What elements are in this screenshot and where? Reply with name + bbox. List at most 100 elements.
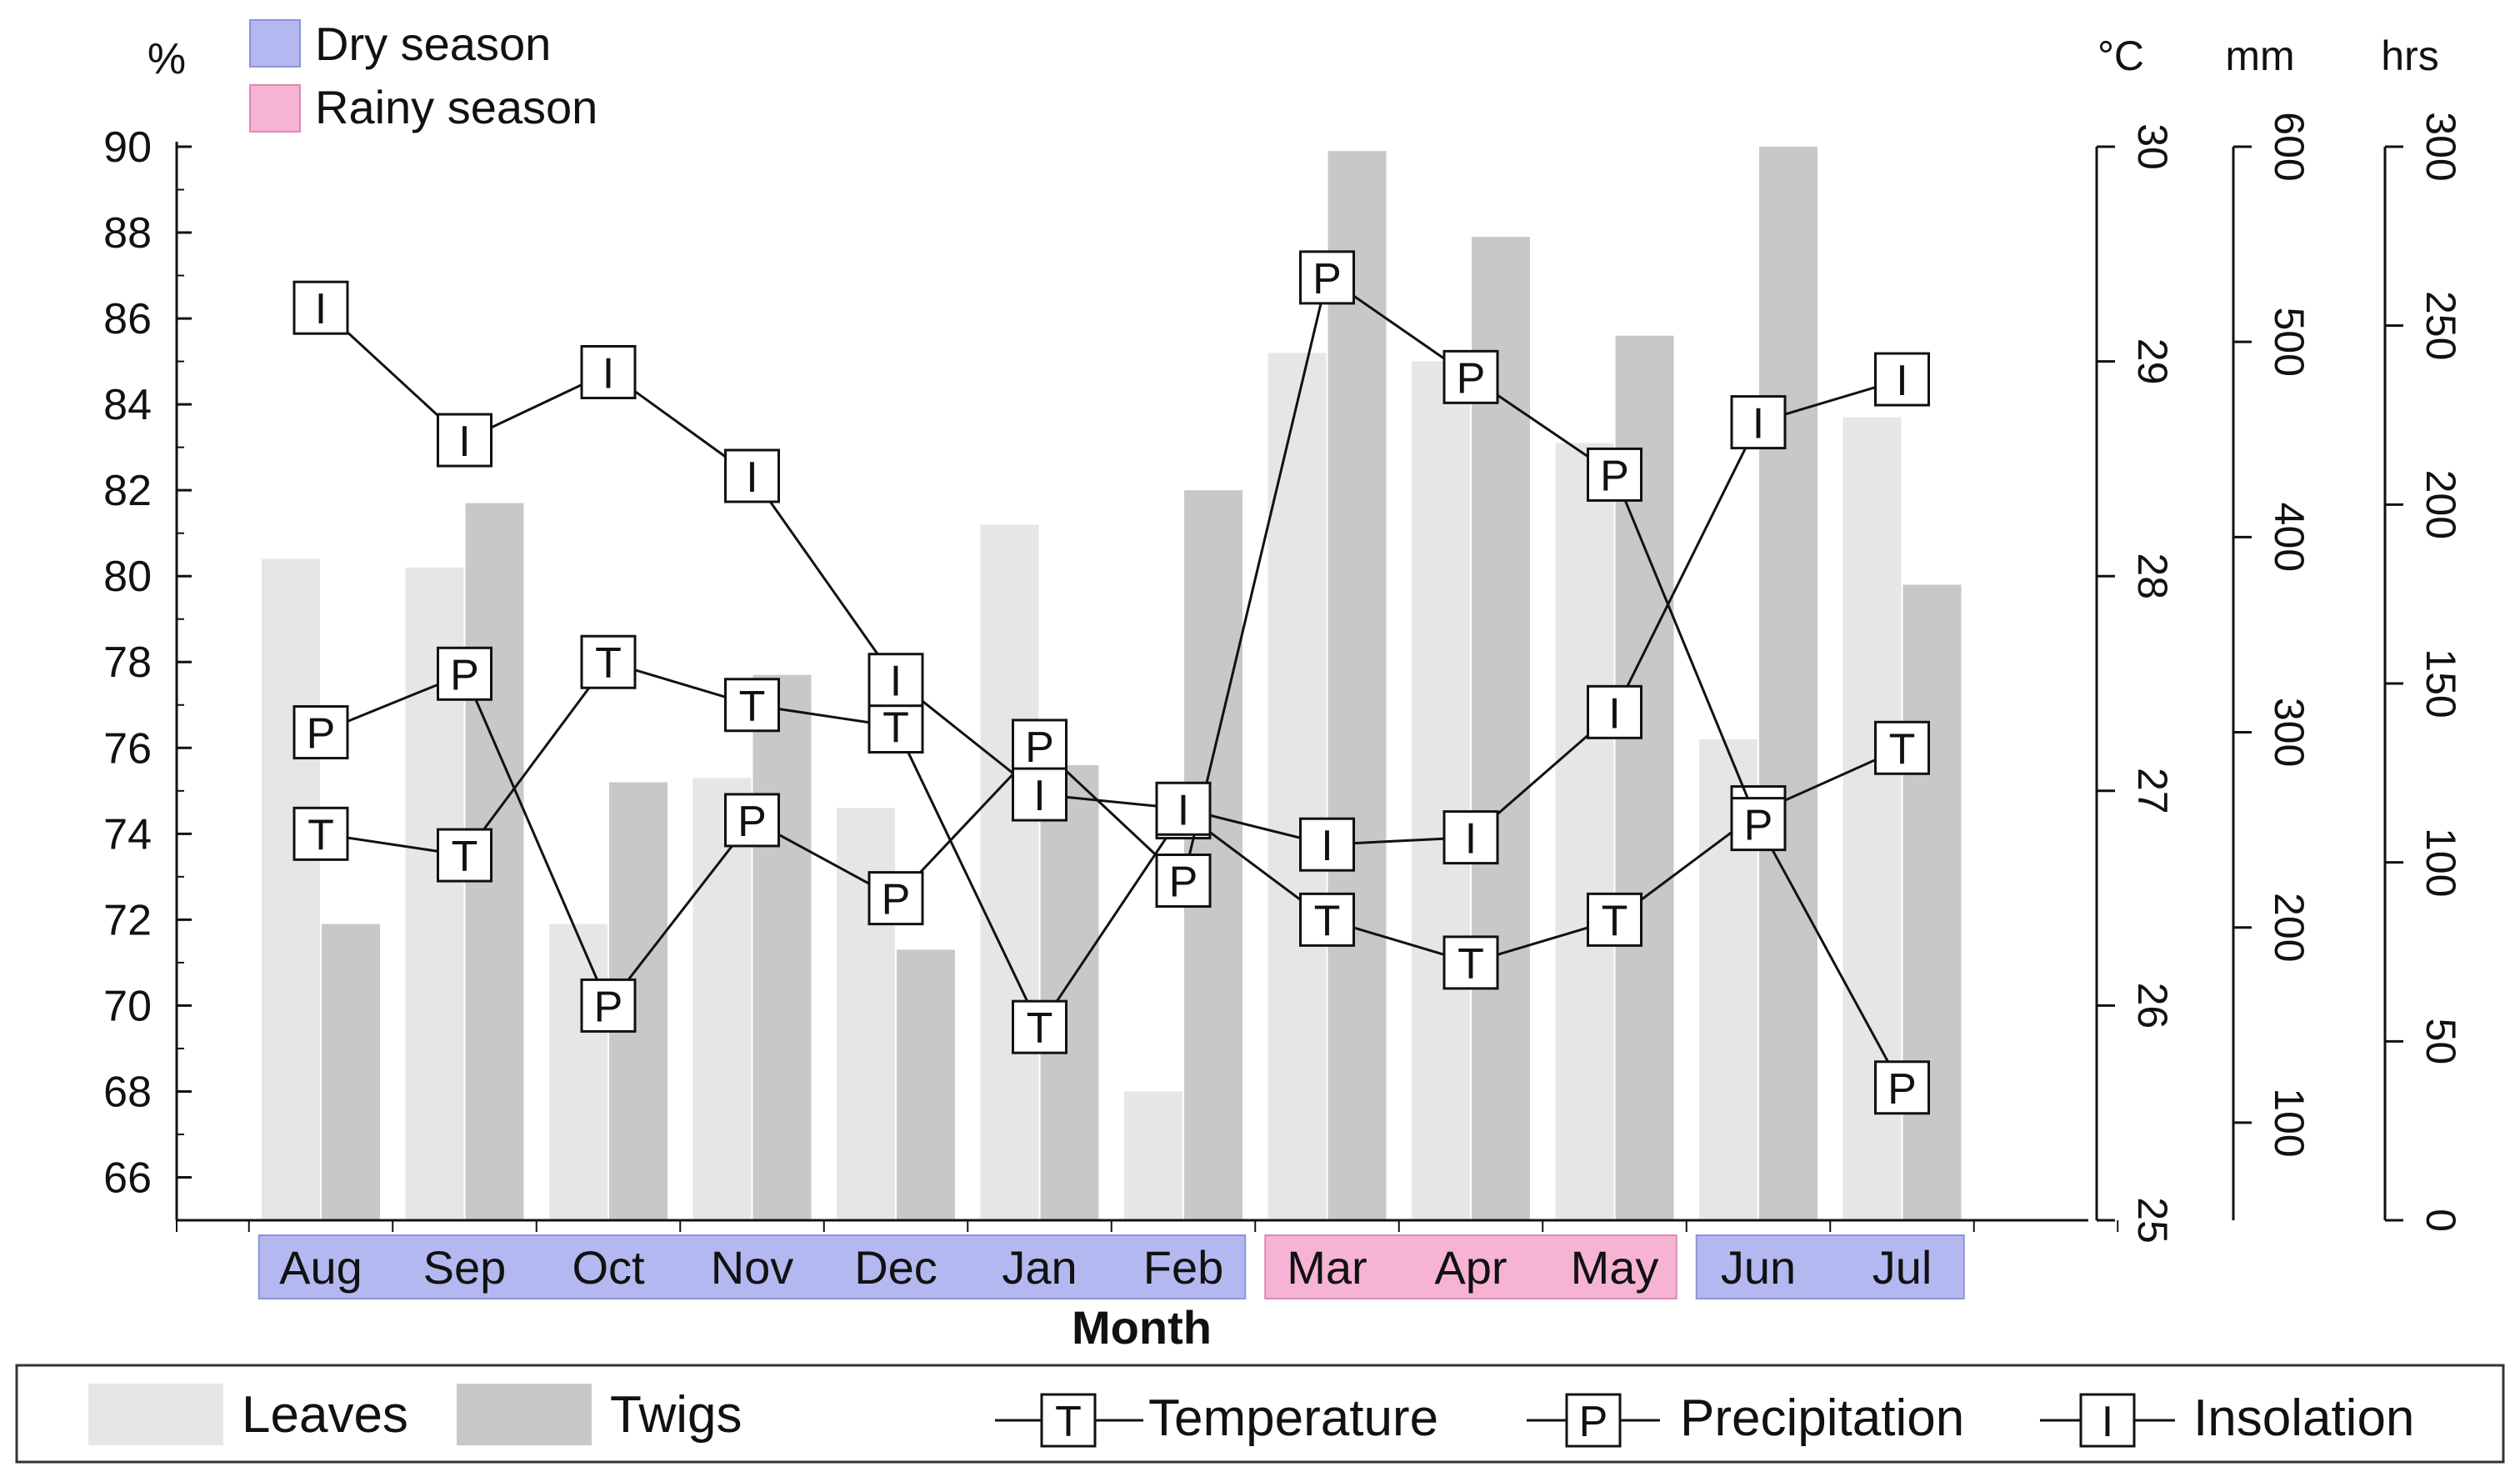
leaves-bar-mar xyxy=(1268,353,1327,1220)
insolation-point-jun: I xyxy=(1730,395,1787,450)
precipitation-marker-letter: P xyxy=(738,798,767,846)
precipitation-marker-letter: P xyxy=(594,983,623,1031)
twigs-bar-jun xyxy=(1759,147,1818,1220)
precipitation-point-mar: P xyxy=(1299,250,1355,305)
insolation-marker-letter: I xyxy=(1033,772,1045,820)
dry-season-band-2 xyxy=(1695,1234,1965,1299)
precipitation-marker-letter: P xyxy=(882,876,911,924)
precipitation-marker-letter: P xyxy=(1312,255,1342,303)
left-tick-label-74: 74 xyxy=(103,810,152,859)
insolation-marker-box xyxy=(724,448,780,503)
insolation-marker-letter: I xyxy=(458,418,470,466)
left-tick-label-76: 76 xyxy=(103,724,152,773)
month-label-aug: Aug xyxy=(279,1241,362,1294)
insolation-marker-letter: I xyxy=(1608,689,1620,738)
temperature-marker-letter: T xyxy=(1027,1004,1053,1053)
precipitation-marker-letter: P xyxy=(450,651,479,699)
temperature-point-may: T xyxy=(1587,892,1642,947)
left-tick-label-90: 90 xyxy=(103,123,152,172)
rainy-season-swatch xyxy=(249,84,301,133)
insolation-marker-box xyxy=(1012,767,1068,822)
precipitation-point-aug: P xyxy=(292,705,349,760)
precipitation-point-nov: P xyxy=(724,793,780,848)
insolation-point-oct: I xyxy=(580,344,637,399)
temperature-point-jan: T xyxy=(1012,999,1068,1054)
left-tick-label-66: 66 xyxy=(103,1154,152,1202)
precipitation-marker-box xyxy=(1730,797,1787,852)
precipitation-axis-unit: mm xyxy=(2225,33,2294,79)
precipitation-point-jan: P xyxy=(1012,718,1068,774)
insolation-marker-box xyxy=(437,413,492,468)
insolation-marker-box xyxy=(1874,352,1930,407)
leaves-bar-nov xyxy=(692,778,752,1220)
temperature-marker-letter: T xyxy=(739,683,766,731)
precipitation-point-jul: P xyxy=(1874,1060,1930,1115)
insolation-marker-letter: I xyxy=(1896,357,1908,405)
precipitation-marker-box xyxy=(868,871,924,926)
precipitation-legend-marker-text: P xyxy=(1579,1398,1608,1446)
left-tick-label-70: 70 xyxy=(103,982,152,1030)
twigs-swatch xyxy=(457,1384,592,1445)
season-legend: Dry season Rainy season xyxy=(249,18,598,133)
temperature-marker-letter: T xyxy=(1458,940,1484,989)
left-tick-label-88: 88 xyxy=(103,209,152,258)
precipitation-legend-label: Precipitation xyxy=(1680,1389,1964,1447)
precipitation-point-apr: P xyxy=(1442,349,1499,404)
precipitation-marker-letter: P xyxy=(1169,859,1198,907)
precipitation-marker-letter: P xyxy=(1457,354,1486,403)
insolation-tick-label-150: 150 xyxy=(2418,648,2464,718)
leaves-bar-aug xyxy=(262,558,320,1220)
insolation-tick-label-200: 200 xyxy=(2418,470,2464,539)
insolation-tick-label-300: 300 xyxy=(2418,112,2464,181)
temperature-tick-label-30: 30 xyxy=(2129,123,2176,170)
insolation-marker-box xyxy=(868,653,924,708)
precipitation-marker-box xyxy=(580,978,637,1033)
temperature-tick-label-28: 28 xyxy=(2129,553,2176,599)
month-label-dec: Dec xyxy=(854,1241,938,1294)
twigs-bar-mar xyxy=(1328,151,1387,1221)
precipitation-point-feb: P xyxy=(1155,854,1212,909)
rainy-season-band-1 xyxy=(1264,1234,1678,1299)
insolation-marker-letter: I xyxy=(1178,786,1189,834)
temperature-point-jul: T xyxy=(1874,720,1930,775)
axes-layer: 66 68 70 72 74 76 78 80 82 84 86 88 90 25 26 27 28 29 30 10… xyxy=(103,112,2464,1244)
precipitation-marker-box xyxy=(724,793,780,848)
temperature-marker-letter: T xyxy=(1889,725,1916,774)
twigs-legend-label: Twigs xyxy=(610,1386,742,1444)
temperature-tick-label-26: 26 xyxy=(2129,983,2176,1029)
precipitation-marker-box xyxy=(1587,447,1642,502)
precipitation-marker-box xyxy=(1299,250,1355,305)
insolation-legend-marker-text: I xyxy=(2102,1398,2113,1446)
series-legend: Leaves Twigs T Temperature P Precipitati… xyxy=(15,1364,2505,1464)
month-label-feb: Feb xyxy=(1143,1241,1224,1294)
twigs-bar-aug xyxy=(322,924,380,1220)
temperature-point-oct: T xyxy=(580,634,637,689)
twigs-bar-dec xyxy=(897,949,955,1220)
bars-layer xyxy=(262,147,1962,1221)
temperature-point-sep: T xyxy=(437,828,492,883)
insolation-marker-box xyxy=(1299,817,1355,872)
month-label-sep: Sep xyxy=(423,1241,507,1294)
left-tick-label-72: 72 xyxy=(103,896,152,944)
insolation-marker-letter: I xyxy=(746,453,758,502)
precipitation-legend-marker xyxy=(1565,1393,1622,1448)
left-tick-label-86: 86 xyxy=(103,295,152,343)
temperature-marker-box xyxy=(580,634,637,689)
leaves-bar-may xyxy=(1555,443,1614,1220)
left-tick-label-68: 68 xyxy=(103,1068,152,1116)
precipitation-tick-label-100: 100 xyxy=(2266,1088,2312,1157)
insolation-marker-letter: I xyxy=(890,658,902,706)
month-label-mar: Mar xyxy=(1287,1241,1367,1294)
temperature-marker-box xyxy=(1442,935,1499,990)
rainy-season-label: Rainy season xyxy=(315,81,598,133)
temperature-marker-box xyxy=(1299,892,1355,947)
month-label-oct: Oct xyxy=(572,1241,645,1294)
precipitation-point-oct: P xyxy=(580,978,637,1033)
month-label-may: May xyxy=(1571,1241,1659,1294)
insolation-marker-letter: I xyxy=(602,349,614,398)
precipitation-tick-label-500: 500 xyxy=(2266,307,2312,376)
insolation-marker-box xyxy=(580,344,637,399)
temperature-marker-box xyxy=(437,828,492,883)
dry-season-band-0 xyxy=(258,1234,1247,1299)
temperature-point-dec: T xyxy=(868,699,924,754)
